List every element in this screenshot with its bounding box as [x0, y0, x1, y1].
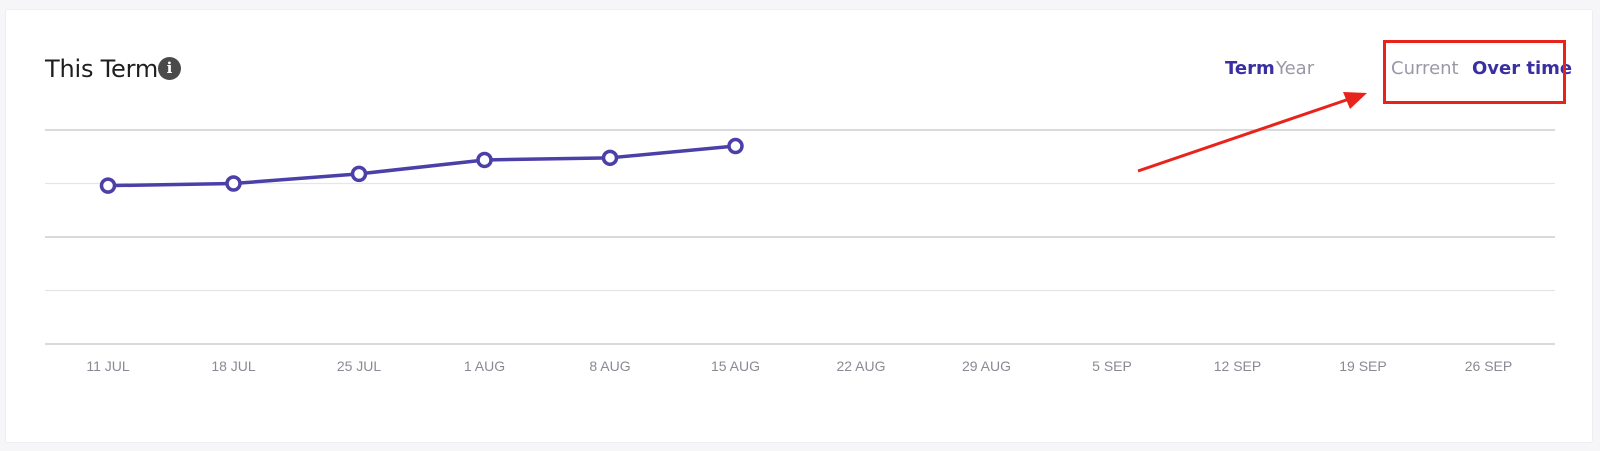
- chart-grid: [45, 129, 1555, 345]
- data-point[interactable]: [350, 165, 368, 183]
- x-tick-label: 22 AUG: [836, 358, 885, 374]
- x-tick-label: 26 SEP: [1465, 358, 1512, 374]
- view-over-time-tab[interactable]: Over time: [1472, 58, 1573, 79]
- x-tick-label: 5 SEP: [1092, 358, 1132, 374]
- data-point[interactable]: [727, 137, 744, 155]
- x-tick-label: 12 SEP: [1214, 358, 1261, 374]
- term-card: [6, 10, 1592, 442]
- info-icon[interactable]: i: [158, 57, 181, 80]
- x-tick-label: 8 AUG: [589, 358, 630, 374]
- data-point[interactable]: [99, 177, 117, 194]
- x-tick-label: 25 JUL: [337, 358, 382, 374]
- x-tick-label: 29 AUG: [962, 358, 1011, 374]
- x-tick-label: 11 JUL: [86, 358, 130, 374]
- tab-term[interactable]: Term: [1225, 58, 1275, 79]
- x-tick-label: 1 AUG: [464, 358, 505, 374]
- view-current-tab[interactable]: Current: [1391, 58, 1459, 79]
- x-tick-label: 18 JUL: [211, 358, 256, 374]
- chart-series: [99, 137, 744, 194]
- annotation-arrow: [1137, 92, 1367, 173]
- series-line: [107, 144, 736, 188]
- data-point[interactable]: [476, 151, 493, 169]
- x-tick-label: 19 SEP: [1339, 358, 1386, 374]
- x-axis-ticks: 11 JUL 18 JUL 25 JUL 1 AUG 8 AUG 15 AUG 22 AUG…: [86, 358, 1512, 374]
- x-tick-label: 15 AUG: [711, 358, 760, 374]
- tab-year[interactable]: Year: [1276, 58, 1315, 79]
- annotation-highlight-box: [1383, 40, 1566, 104]
- data-point[interactable]: [225, 175, 242, 192]
- card-title: This Term: [45, 55, 159, 83]
- annotation-arrow-head: [1343, 92, 1367, 109]
- data-point[interactable]: [601, 149, 619, 167]
- annotation-arrow-line: [1137, 94, 1359, 173]
